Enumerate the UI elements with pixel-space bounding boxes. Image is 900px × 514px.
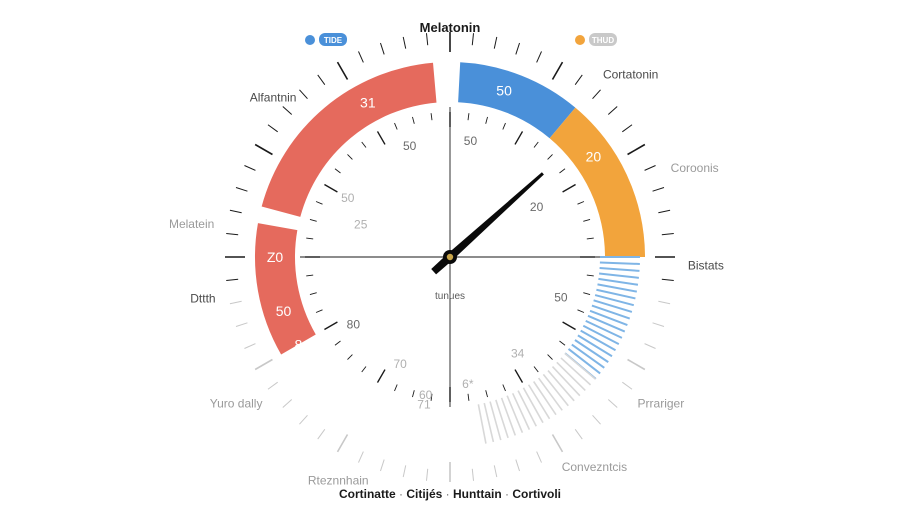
circadian-dial-chart: Melatonin Alfantnin Melatein Dttth Yuro dall… <box>0 0 900 514</box>
outer-label: Melatein <box>169 217 214 231</box>
outer-label: Dttth <box>190 291 215 305</box>
outer-label: Prrariger <box>638 397 685 411</box>
inner-number: 50 <box>341 191 355 205</box>
inner-number: 50 <box>554 290 568 304</box>
ring-number: 31 <box>360 94 376 110</box>
legend-right-dot <box>575 35 585 45</box>
chart-title: Melatonin <box>420 20 481 35</box>
footer-labels: Cortinatte · Citijés · Hunttain · Cortiv… <box>339 487 561 501</box>
footer-text: Cortinatte · Citijés · Hunttain · Cortiv… <box>339 487 561 501</box>
inner-number: 20 <box>530 200 544 214</box>
inner-number: 50 <box>464 134 478 148</box>
outer-label: Convezntcis <box>562 460 627 474</box>
ring-number: 20 <box>586 149 602 165</box>
dial-svg: Melatonin Alfantnin Melatein Dttth Yuro dall… <box>0 0 900 514</box>
legend-left-badge-text: TIDE <box>324 36 343 45</box>
ring-number: 50 <box>496 83 512 99</box>
inner-number: 6* <box>462 377 474 391</box>
ring-number: 50 <box>276 303 292 319</box>
outer-label: Alfantnin <box>250 91 297 105</box>
hub-inner <box>447 254 453 260</box>
inner-number: 80 <box>347 318 361 332</box>
outer-label: Coroonis <box>671 161 719 175</box>
legend-left-dot <box>305 35 315 45</box>
legend-right-badge-text: THUD <box>592 36 614 45</box>
ring-number: 8 <box>295 337 303 353</box>
center-label: tunues <box>435 291 465 302</box>
inner-number: 25 <box>354 218 368 232</box>
ring-number: Z0 <box>267 249 284 265</box>
inner-number: 50 <box>403 139 417 153</box>
inner-number: 34 <box>511 347 525 361</box>
outer-label: Bistats <box>688 258 724 272</box>
outer-label: Cortatonin <box>603 68 658 82</box>
inner-number: 71 <box>417 398 431 412</box>
inner-number: 70 <box>393 357 407 371</box>
outer-label: Yuro dally <box>210 397 263 411</box>
outer-label: Rteznnhain <box>308 474 369 488</box>
